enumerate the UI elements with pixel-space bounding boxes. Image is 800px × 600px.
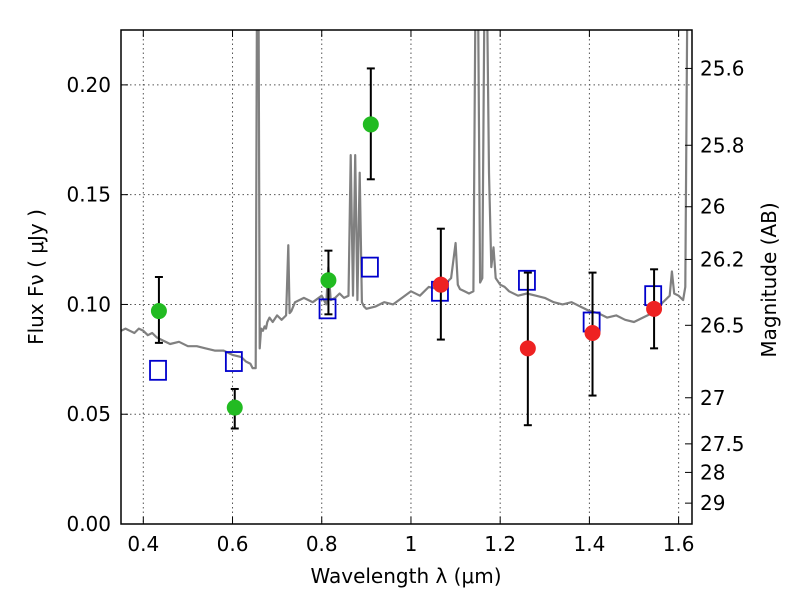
y-tick-label: 0.10 [66,292,111,316]
right-tick-label: 26.2 [700,247,745,271]
red-data-point [432,276,449,293]
y-tick-label: 0.00 [66,512,111,536]
x-tick-label: 0.8 [306,532,338,556]
red-data-point [584,324,601,341]
x-tick-label: 0.6 [217,532,249,556]
x-tick-label: 0.4 [127,532,159,556]
x-axis-label: Wavelength λ (μm) [310,564,501,588]
plot-frame [120,29,693,525]
red-data-point [519,340,536,357]
right-tick-label: 26 [700,195,725,219]
x-tick-label: 1.4 [573,532,605,556]
green-data-point [362,116,379,133]
green-data-point [226,399,243,416]
right-tick-label: 29 [700,491,725,515]
y-axis-label: Flux Fν ( μJy ) [24,209,48,345]
plot-area [121,30,689,430]
model-flux-square [224,351,243,372]
green-data-point [320,272,337,289]
axis-ticks: 0.4 0.6 0.8 1 1.2 1.4 1.6 0.00 0.05 0.10 0.15 0.20 2… [66,30,745,556]
right-tick-label: 25.6 [700,56,745,80]
model-flux-square [361,256,379,278]
right-tick-label: 28 [700,460,725,484]
y-tick-label: 0.15 [66,183,111,207]
x-tick-label: 1.2 [484,532,516,556]
red-data-point [646,300,663,317]
green-data-point [150,303,167,320]
right-axis-label: Magnitude (AB) [757,202,781,357]
y-tick-label: 0.05 [66,402,111,426]
right-tick-label: 27 [700,386,725,410]
x-tick-label: 1 [405,532,418,556]
grid-lines [121,30,692,525]
right-tick-label: 25.8 [700,133,745,157]
template-spectrum-line [121,30,689,370]
y-tick-label: 0.20 [66,73,111,97]
right-tick-label: 26.5 [700,313,745,337]
right-tick-label: 27.5 [700,432,745,456]
x-tick-label: 1.6 [663,532,695,556]
model-flux-square [149,359,167,381]
